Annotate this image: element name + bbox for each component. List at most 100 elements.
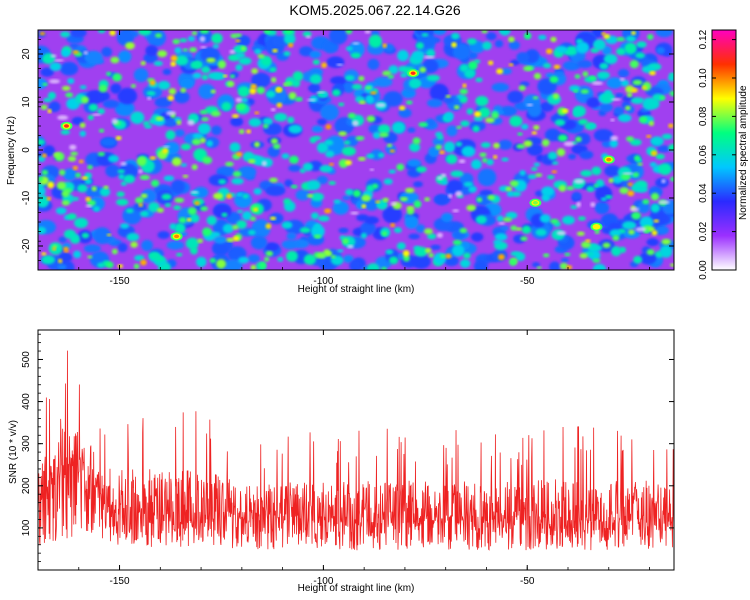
spectrogram-cell — [566, 46, 577, 53]
spectrogram-cell — [661, 179, 666, 184]
spectrogram-cell — [201, 74, 209, 81]
spectrogram-cell — [235, 52, 246, 59]
spectrogram-cell — [570, 205, 578, 210]
spectrogram-cell — [551, 161, 559, 165]
spectrogram-cell — [250, 84, 257, 89]
spectrogram-cell — [506, 190, 514, 197]
spectrogram-cell — [478, 107, 491, 118]
spectrogram-cell — [650, 136, 664, 146]
spectrogram-cell — [41, 252, 47, 256]
spectrogram-cell — [622, 180, 631, 189]
spectrogram-cell — [224, 259, 243, 270]
spectrogram-cell — [130, 241, 138, 248]
spectrogram-cell — [170, 61, 176, 67]
spectrogram-cell — [328, 181, 336, 185]
spectrogram-cell — [213, 72, 226, 80]
spectrogram-cell — [163, 175, 175, 182]
spectrogram-cell — [500, 68, 512, 75]
spectrogram-cell — [58, 258, 63, 264]
spectrogram-cell — [635, 186, 648, 193]
spectrogram-cell — [120, 181, 127, 186]
spectrogram-y-ticks: -20 -10 0 10 20 — [21, 29, 674, 271]
spectrogram-cell — [486, 158, 494, 166]
spectrogram-cell — [168, 88, 177, 95]
spectrogram-cell — [157, 80, 171, 90]
spectrogram-cell — [630, 207, 640, 212]
spectrogram-cell — [242, 194, 249, 199]
spectrogram-cell — [108, 155, 119, 163]
spectrogram-cell — [154, 97, 172, 108]
spectrogram-cell — [441, 212, 453, 223]
spectrogram-cell — [619, 77, 625, 81]
spectrogram-cell — [580, 89, 589, 94]
spectrogram-cell — [189, 47, 197, 53]
spectrogram-cell — [149, 80, 156, 86]
spectrogram-cell — [202, 156, 213, 165]
spectrogram-cell — [610, 118, 615, 122]
spectrogram-cell — [288, 124, 303, 134]
spectrogram-cell — [366, 153, 375, 159]
colorbar-tick-label: 0.00 — [698, 260, 709, 280]
spectrogram-cell — [211, 125, 222, 136]
spectrogram-cell — [140, 61, 146, 66]
spectrogram-cell — [85, 90, 102, 105]
spectrogram-cell — [369, 168, 374, 171]
spectrogram-cell — [468, 61, 478, 70]
spectrogram-cell — [622, 172, 634, 175]
spectrogram-cell — [235, 39, 241, 43]
spectrogram-cell — [591, 81, 603, 85]
spectrogram-cell — [455, 141, 463, 147]
spectrogram-cell — [388, 169, 396, 174]
spectrogram-cell — [109, 30, 116, 36]
spectrogram-cell — [466, 38, 477, 45]
spectrogram-cell — [426, 118, 436, 127]
spectrogram-cell — [393, 227, 402, 234]
spectrogram-cell — [382, 206, 403, 224]
spectrogram-cell — [602, 45, 612, 56]
spectrogram-cell — [246, 129, 252, 134]
spectrogram-cell — [145, 45, 158, 57]
spectrogram-cell — [288, 92, 297, 100]
spectrogram-cell — [383, 178, 393, 185]
spectrogram-cell — [199, 36, 206, 42]
spectrogram-cell — [102, 99, 120, 109]
spectrogram-cell — [236, 152, 243, 157]
spectrogram-cell — [47, 91, 57, 100]
spectrogram-cell — [538, 34, 547, 41]
spectrogram-cell — [265, 250, 273, 257]
spectrogram-cell — [265, 223, 272, 229]
spectrogram-cell — [248, 118, 262, 127]
spectrogram-cell — [302, 162, 314, 172]
spectrogram-cell — [626, 92, 633, 98]
spectrogram-cell — [72, 50, 79, 54]
spectrogram-cell — [468, 185, 477, 193]
spectrogram-cell — [633, 155, 641, 162]
spectrogram-cell — [592, 258, 601, 263]
spectrogram-cell — [599, 102, 613, 113]
spectrogram-cell — [463, 252, 471, 259]
spectrogram-cell — [306, 194, 314, 198]
spectrogram-cell — [91, 186, 97, 192]
spectrogram-cell — [625, 105, 631, 111]
spectrogram-cell — [67, 156, 77, 162]
spectrogram-cell — [206, 215, 217, 226]
spectrogram-cell — [541, 186, 555, 197]
spectrogram-cell — [180, 87, 187, 93]
spectrogram-cell — [491, 82, 509, 92]
spectrogram-cell — [365, 94, 375, 105]
spectrogram-cell — [118, 50, 132, 63]
spectrogram-cell — [311, 212, 319, 220]
spectrogram-cell — [400, 72, 408, 78]
spectrogram-cell — [649, 162, 657, 168]
spectrogram-cell — [573, 179, 585, 184]
spectrogram-cell — [577, 216, 586, 221]
spectrogram-cell — [79, 122, 86, 128]
spectrogram-cell — [230, 33, 238, 39]
spectrogram-cell — [314, 223, 321, 229]
spectrogram-cell — [269, 216, 277, 221]
spectrogram-cell — [454, 105, 460, 110]
spectrogram-cell — [262, 117, 273, 126]
spectrogram-cell — [175, 55, 189, 66]
spectrogram-cell — [562, 215, 575, 225]
spectrogram-cell — [527, 143, 543, 156]
